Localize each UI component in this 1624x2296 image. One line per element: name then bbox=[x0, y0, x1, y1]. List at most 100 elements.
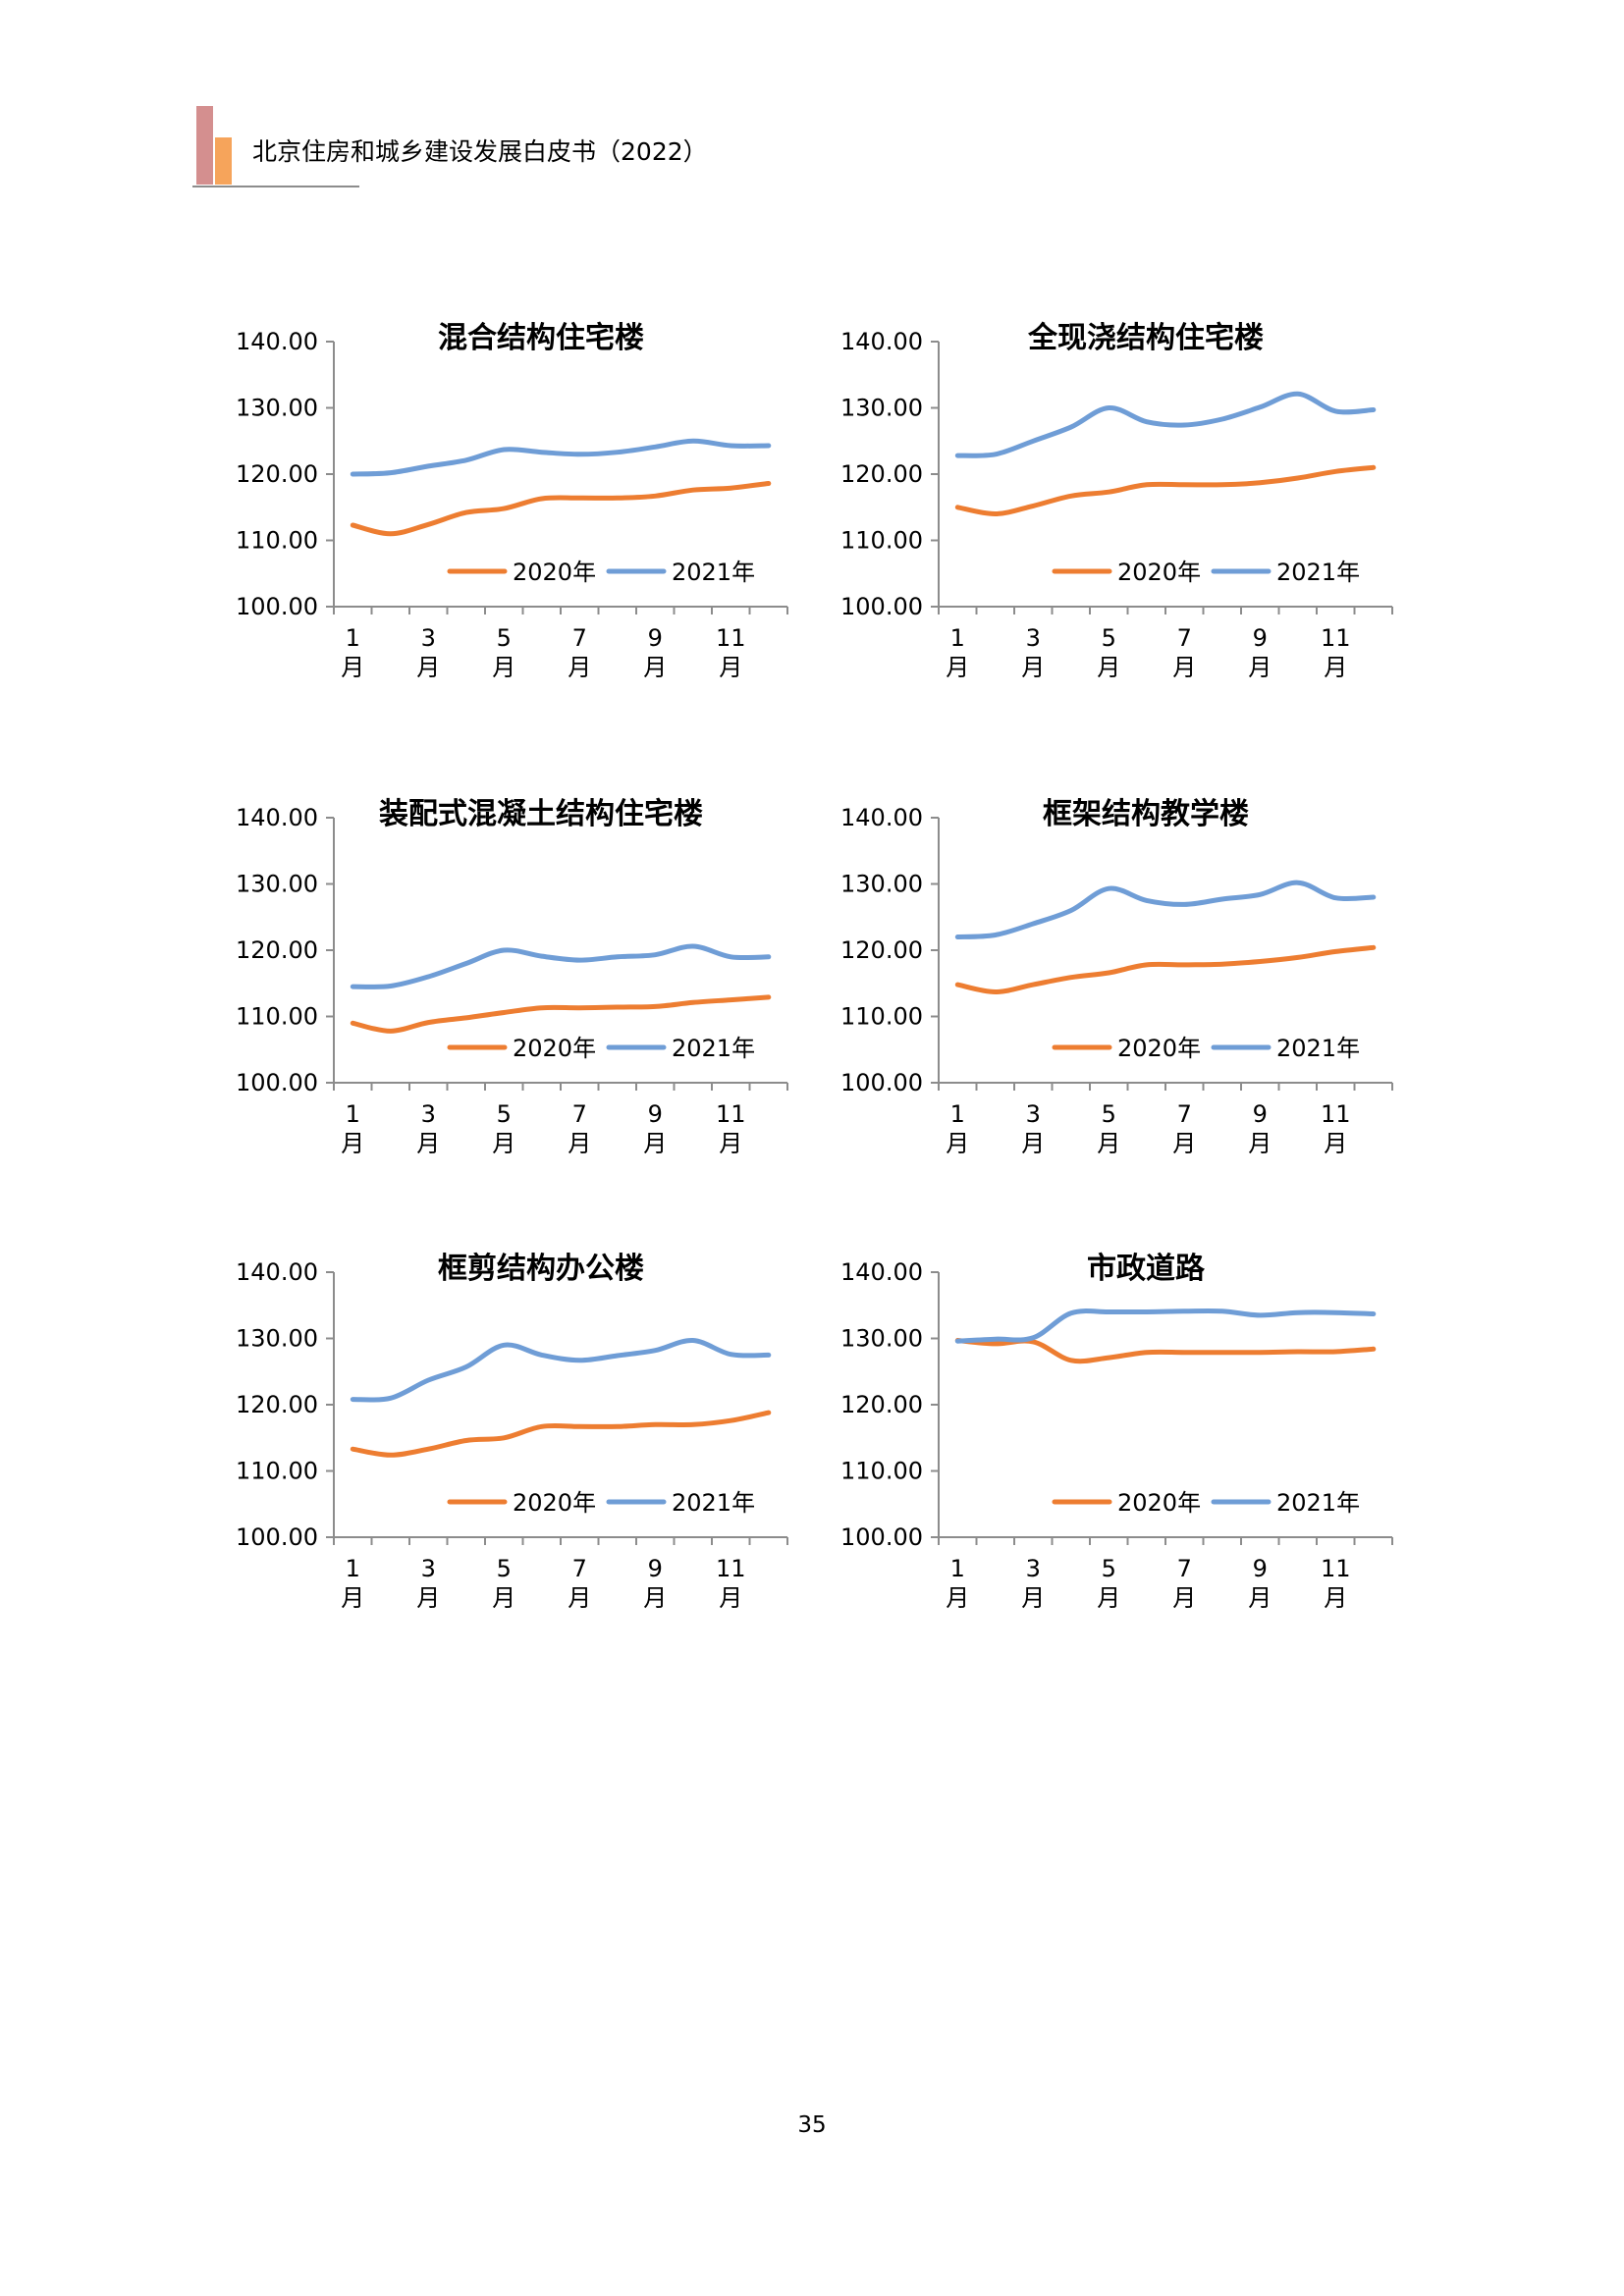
x-tick-label: 7 bbox=[1177, 1100, 1192, 1128]
series-line-0 bbox=[954, 944, 1377, 994]
chart-legend: 2020年 2021年 bbox=[447, 1035, 755, 1062]
x-tick-unit: 月 bbox=[946, 1584, 969, 1612]
legend-label: 2020年 bbox=[1117, 1489, 1201, 1517]
x-tick-label: 3 bbox=[1026, 624, 1041, 652]
x-tick-label: 9 bbox=[648, 1555, 663, 1582]
x-tick-unit: 月 bbox=[416, 1584, 440, 1612]
y-tick-label: 120.00 bbox=[236, 936, 318, 964]
chart-title: 全现浇结构住宅楼 bbox=[1027, 321, 1264, 355]
x-tick-label: 11 bbox=[716, 1555, 746, 1582]
x-tick-label: 9 bbox=[1253, 624, 1268, 652]
x-tick-unit: 月 bbox=[719, 1584, 742, 1612]
x-tick-label: 5 bbox=[497, 624, 512, 652]
legend-label: 2020年 bbox=[513, 559, 596, 586]
y-tick-label: 100.00 bbox=[840, 593, 923, 620]
x-tick-label: 1 bbox=[950, 624, 965, 652]
x-tick-label: 5 bbox=[1102, 624, 1116, 652]
header-decoration bbox=[192, 106, 359, 187]
legend-label: 2021年 bbox=[1276, 559, 1360, 586]
chart-axes bbox=[931, 817, 1393, 1091]
chart-title: 框架结构教学楼 bbox=[1043, 797, 1249, 831]
y-tick-label: 140.00 bbox=[840, 804, 923, 831]
x-tick-unit: 月 bbox=[1324, 1584, 1347, 1612]
x-tick-label: 11 bbox=[1321, 1100, 1351, 1128]
x-tick-unit: 月 bbox=[643, 1584, 667, 1612]
x-tick-label: 11 bbox=[1321, 624, 1351, 652]
header-rule bbox=[192, 186, 359, 187]
x-tick-unit: 月 bbox=[1097, 654, 1120, 681]
series-line-1 bbox=[954, 391, 1377, 458]
y-tick-label: 130.00 bbox=[236, 1325, 318, 1353]
x-tick-label: 1 bbox=[346, 624, 360, 652]
chart-cast-in-place-residential: 全现浇结构住宅楼 100.00 110.00 120.00 130.00 140.00 1 月… bbox=[821, 314, 1410, 687]
x-tick-unit: 月 bbox=[492, 1130, 515, 1157]
x-tick-unit: 月 bbox=[1021, 1584, 1045, 1612]
x-tick-label: 3 bbox=[1026, 1100, 1041, 1128]
x-tick-label: 7 bbox=[572, 1555, 587, 1582]
y-tick-label: 130.00 bbox=[840, 1325, 923, 1353]
x-tick-unit: 月 bbox=[1172, 1584, 1196, 1612]
y-tick-label: 110.00 bbox=[840, 1458, 923, 1485]
y-tick-label: 130.00 bbox=[840, 871, 923, 898]
x-tick-label: 7 bbox=[1177, 1555, 1192, 1582]
x-tick-label: 5 bbox=[497, 1555, 512, 1582]
x-tick-label: 5 bbox=[1102, 1555, 1116, 1582]
x-tick-label: 11 bbox=[1321, 1555, 1351, 1582]
x-tick-unit: 月 bbox=[719, 654, 742, 681]
x-tick-unit: 月 bbox=[1324, 654, 1347, 681]
x-tick-label: 3 bbox=[421, 624, 436, 652]
x-tick-unit: 月 bbox=[341, 654, 364, 681]
y-tick-label: 140.00 bbox=[236, 328, 318, 355]
legend-label: 2020年 bbox=[513, 1035, 596, 1062]
chart-title: 框剪结构办公楼 bbox=[438, 1252, 644, 1286]
x-tick-unit: 月 bbox=[568, 1584, 591, 1612]
y-tick-label: 100.00 bbox=[236, 1069, 318, 1096]
y-tick-label: 100.00 bbox=[236, 593, 318, 620]
series-line-1 bbox=[350, 943, 772, 989]
chart-municipal-road: 市政道路 100.00 110.00 120.00 130.00 140.00 1 月 3 月 5 月… bbox=[821, 1245, 1410, 1618]
chart-svg: 全现浇结构住宅楼100.00110.00120.00130.00140.001月… bbox=[840, 321, 1393, 681]
y-tick-label: 130.00 bbox=[840, 395, 923, 422]
chart-axes bbox=[931, 341, 1393, 614]
chart-title: 装配式混凝土结构住宅楼 bbox=[379, 797, 703, 831]
x-tick-label: 3 bbox=[1026, 1555, 1041, 1582]
x-tick-label: 5 bbox=[497, 1100, 512, 1128]
chart-axes bbox=[326, 817, 788, 1091]
legend-label: 2020年 bbox=[1117, 1035, 1201, 1062]
x-tick-unit: 月 bbox=[1097, 1130, 1120, 1157]
x-tick-label: 9 bbox=[1253, 1100, 1268, 1128]
y-tick-label: 130.00 bbox=[236, 871, 318, 898]
x-tick-unit: 月 bbox=[492, 654, 515, 681]
chart-svg: 装配式混凝土结构住宅楼 100.00 110.00 120.00 130.00 140.0… bbox=[236, 797, 788, 1157]
y-tick-label: 140.00 bbox=[236, 804, 318, 831]
series-line-1 bbox=[954, 880, 1377, 939]
chart-legend: 2020年 2021年 bbox=[1052, 559, 1360, 586]
y-tick-label: 120.00 bbox=[840, 936, 923, 964]
series-line-1 bbox=[954, 1308, 1377, 1344]
series-line-0 bbox=[350, 1410, 772, 1458]
y-tick-label: 140.00 bbox=[840, 1258, 923, 1286]
y-tick-label: 110.00 bbox=[840, 1003, 923, 1031]
x-tick-label: 3 bbox=[421, 1555, 436, 1582]
y-tick-label: 100.00 bbox=[236, 1523, 318, 1551]
chart-svg: 混合结构住宅楼100.00110.00120.00130.00140.001月3… bbox=[236, 321, 788, 681]
x-tick-unit: 月 bbox=[1248, 1130, 1272, 1157]
chart-title: 市政道路 bbox=[1087, 1252, 1206, 1286]
x-tick-unit: 月 bbox=[492, 1584, 515, 1612]
y-tick-label: 100.00 bbox=[840, 1069, 923, 1096]
x-tick-unit: 月 bbox=[946, 1130, 969, 1157]
x-tick-unit: 月 bbox=[1021, 654, 1045, 681]
y-tick-label: 140.00 bbox=[236, 1258, 318, 1286]
y-tick-label: 110.00 bbox=[236, 527, 318, 555]
x-tick-label: 11 bbox=[716, 624, 746, 652]
header-bar-orange bbox=[215, 137, 232, 185]
x-tick-label: 1 bbox=[346, 1100, 360, 1128]
x-tick-label: 9 bbox=[648, 624, 663, 652]
chart-title: 混合结构住宅楼 bbox=[438, 321, 644, 355]
x-tick-unit: 月 bbox=[1324, 1130, 1347, 1157]
x-tick-label: 9 bbox=[1253, 1555, 1268, 1582]
chart-axes bbox=[931, 1271, 1393, 1545]
chart-svg: 市政道路100.00110.00120.00130.00140.001月3月5月… bbox=[840, 1252, 1393, 1612]
chart-prefab-concrete-residential: 装配式混凝土结构住宅楼 100.00 110.00 120.00 130.00 140.0… bbox=[216, 790, 805, 1163]
x-tick-unit: 月 bbox=[1021, 1130, 1045, 1157]
